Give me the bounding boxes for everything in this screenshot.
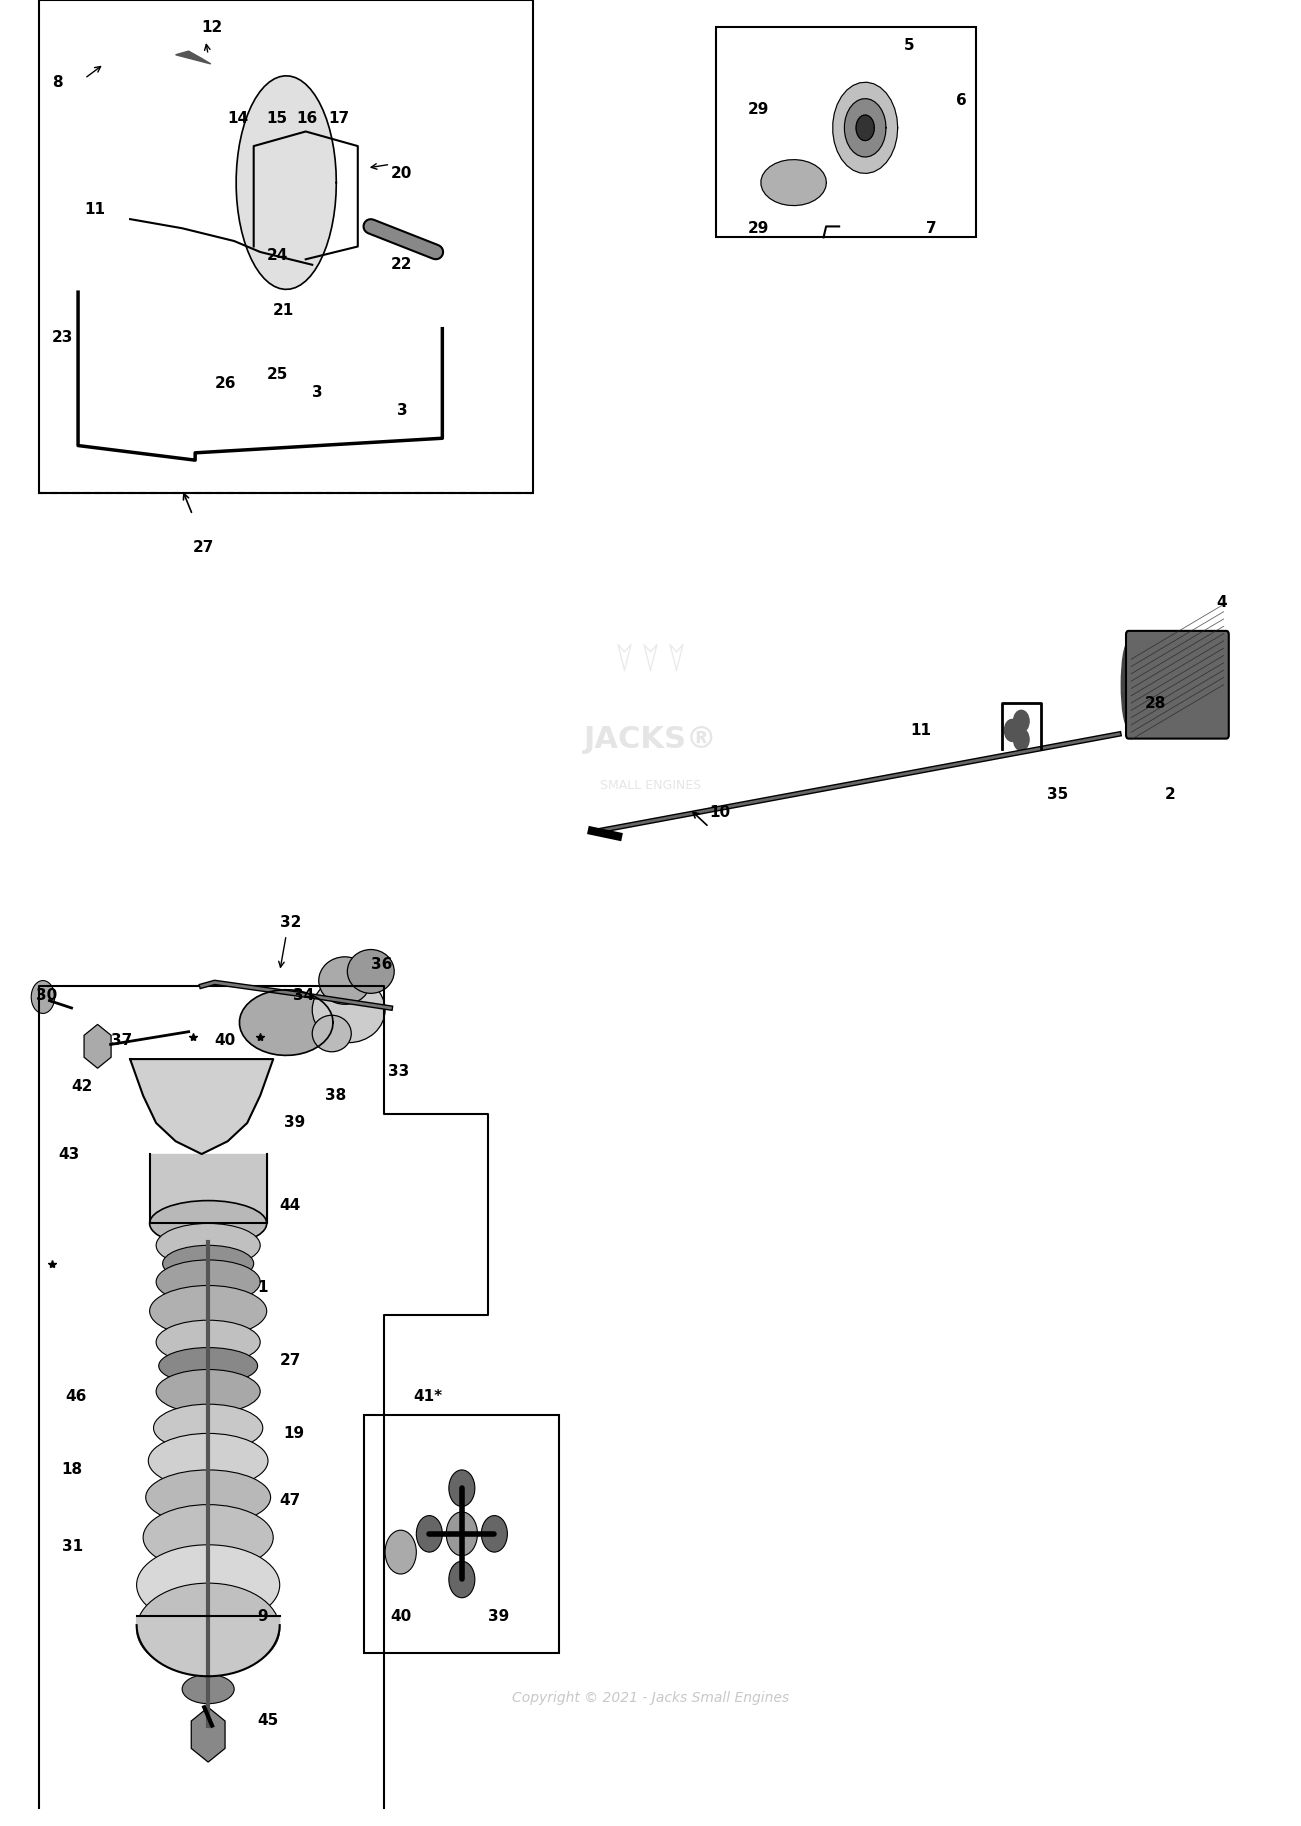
Polygon shape — [844, 99, 886, 157]
Ellipse shape — [137, 1583, 280, 1674]
Bar — [716, 27, 976, 237]
Text: 20: 20 — [390, 166, 411, 181]
Text: 7: 7 — [926, 221, 937, 236]
Text: 28: 28 — [1145, 696, 1166, 710]
Text: 26: 26 — [215, 376, 237, 391]
Text: 27: 27 — [193, 540, 213, 555]
Text: 32: 32 — [280, 915, 301, 929]
Text: 3: 3 — [312, 385, 323, 400]
Text: 1: 1 — [258, 1280, 268, 1295]
Ellipse shape — [143, 1505, 273, 1570]
Bar — [364, 1415, 559, 1653]
Text: 8: 8 — [52, 75, 62, 89]
Text: 4: 4 — [1216, 595, 1227, 610]
Polygon shape — [833, 82, 898, 173]
Circle shape — [31, 981, 55, 1013]
Text: 24: 24 — [267, 248, 288, 263]
Text: JACKS®: JACKS® — [584, 725, 717, 754]
Text: 11: 11 — [911, 723, 932, 738]
Ellipse shape — [137, 1545, 280, 1625]
Text: 25: 25 — [267, 367, 288, 382]
Text: 5: 5 — [904, 38, 915, 53]
Text: 10: 10 — [709, 805, 730, 820]
Polygon shape — [130, 1059, 273, 1154]
Text: 41*: 41* — [414, 1390, 442, 1404]
Ellipse shape — [154, 1404, 263, 1452]
Circle shape — [449, 1470, 475, 1506]
Circle shape — [446, 1512, 477, 1556]
Ellipse shape — [182, 1674, 234, 1704]
Circle shape — [416, 1516, 442, 1552]
Text: 22: 22 — [390, 257, 412, 272]
Ellipse shape — [163, 1245, 254, 1282]
Text: 30: 30 — [36, 988, 57, 1002]
Ellipse shape — [319, 957, 371, 1004]
Ellipse shape — [156, 1223, 260, 1267]
Ellipse shape — [150, 1286, 267, 1337]
Text: 16: 16 — [297, 111, 317, 126]
FancyBboxPatch shape — [1125, 632, 1228, 738]
Text: 21: 21 — [273, 303, 294, 318]
Ellipse shape — [312, 1015, 351, 1052]
Polygon shape — [761, 159, 826, 206]
Text: 43: 43 — [59, 1147, 79, 1161]
Text: 36: 36 — [371, 957, 392, 971]
Text: SMALL ENGINES: SMALL ENGINES — [600, 778, 701, 792]
Ellipse shape — [146, 1470, 271, 1525]
Text: 37: 37 — [111, 1034, 131, 1048]
Text: 14: 14 — [228, 111, 248, 126]
Text: 15: 15 — [267, 111, 288, 126]
Text: 17: 17 — [328, 111, 349, 126]
Polygon shape — [239, 990, 333, 1055]
Circle shape — [481, 1516, 507, 1552]
Polygon shape — [856, 115, 874, 141]
Text: 33: 33 — [388, 1065, 409, 1079]
Polygon shape — [176, 51, 211, 64]
Text: 19: 19 — [284, 1426, 304, 1441]
Text: 42: 42 — [72, 1079, 92, 1094]
Ellipse shape — [1121, 643, 1136, 727]
Ellipse shape — [312, 977, 385, 1043]
Text: 46: 46 — [65, 1390, 86, 1404]
Circle shape — [449, 1561, 475, 1598]
Text: 12: 12 — [202, 20, 222, 35]
Circle shape — [1004, 719, 1020, 741]
Text: 38: 38 — [325, 1088, 346, 1103]
Text: 39: 39 — [488, 1609, 509, 1623]
Polygon shape — [237, 77, 336, 289]
Text: 18: 18 — [61, 1463, 82, 1477]
Ellipse shape — [150, 1202, 267, 1245]
Ellipse shape — [159, 1348, 258, 1384]
Polygon shape — [137, 1616, 280, 1676]
Circle shape — [385, 1530, 416, 1574]
Ellipse shape — [347, 950, 394, 993]
Text: 27: 27 — [280, 1353, 301, 1368]
Text: 47: 47 — [280, 1494, 301, 1508]
Text: 11: 11 — [85, 203, 105, 217]
Text: 9: 9 — [258, 1609, 268, 1623]
Ellipse shape — [148, 1433, 268, 1488]
Text: 31: 31 — [62, 1539, 83, 1554]
Text: Copyright © 2021 - Jacks Small Engines: Copyright © 2021 - Jacks Small Engines — [511, 1691, 790, 1705]
Text: 44: 44 — [280, 1198, 301, 1212]
Text: 45: 45 — [258, 1713, 278, 1727]
Ellipse shape — [156, 1370, 260, 1413]
Text: 29: 29 — [748, 221, 769, 236]
Circle shape — [1013, 729, 1029, 750]
Text: 29: 29 — [748, 102, 769, 117]
Text: 35: 35 — [1047, 787, 1068, 802]
Circle shape — [1013, 710, 1029, 732]
Text: 40: 40 — [390, 1609, 411, 1623]
Text: 34: 34 — [293, 988, 314, 1002]
Text: 2: 2 — [1164, 787, 1175, 802]
Text: 40: 40 — [215, 1034, 235, 1048]
Polygon shape — [150, 1154, 267, 1223]
Text: 39: 39 — [284, 1116, 304, 1130]
Text: 3: 3 — [397, 404, 407, 418]
Text: 23: 23 — [52, 331, 73, 345]
Ellipse shape — [156, 1320, 260, 1364]
Text: 6: 6 — [956, 93, 967, 108]
Ellipse shape — [156, 1260, 260, 1304]
Bar — [39, 0, 533, 493]
